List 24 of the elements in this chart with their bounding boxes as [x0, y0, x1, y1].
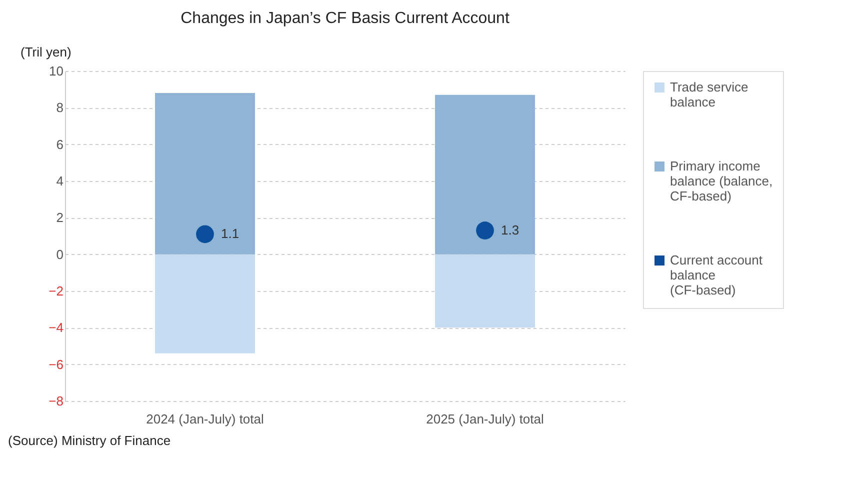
y-tick-label: 2 [56, 210, 64, 226]
y-tick-label: 0 [56, 246, 64, 262]
y-tick-label: 6 [56, 136, 64, 152]
y-tick-label: 8 [56, 100, 64, 116]
legend-label: Primary income balance (balance, CF-based) [670, 158, 773, 204]
bar [155, 93, 255, 254]
bar [435, 254, 535, 328]
y-tick-label: −2 [48, 284, 64, 298]
chart-title: Changes in Japan’s CF Basis Current Account [180, 10, 510, 27]
bar [155, 254, 255, 354]
y-tick-label: 10 [49, 64, 64, 78]
data-label: 1.3 [501, 222, 520, 238]
x-tick-label: 2024 (Jan-July) total [146, 412, 264, 426]
legend-label: Current account balance (CF-based) [670, 252, 763, 298]
data-label: 1.1 [221, 226, 240, 242]
x-tick-label: 2025 (Jan-July) total [426, 412, 544, 426]
y-tick-label: −8 [48, 394, 64, 408]
y-tick-label: 4 [56, 174, 64, 188]
bar [435, 94, 535, 254]
y-tick-label: −4 [48, 320, 64, 336]
y-axis-title: (Tril yen) [20, 44, 72, 60]
legend-label: Trade service balance [670, 80, 748, 110]
y-tick-label: −6 [48, 356, 64, 372]
text: (Source) Ministry of Finance [7, 432, 172, 448]
